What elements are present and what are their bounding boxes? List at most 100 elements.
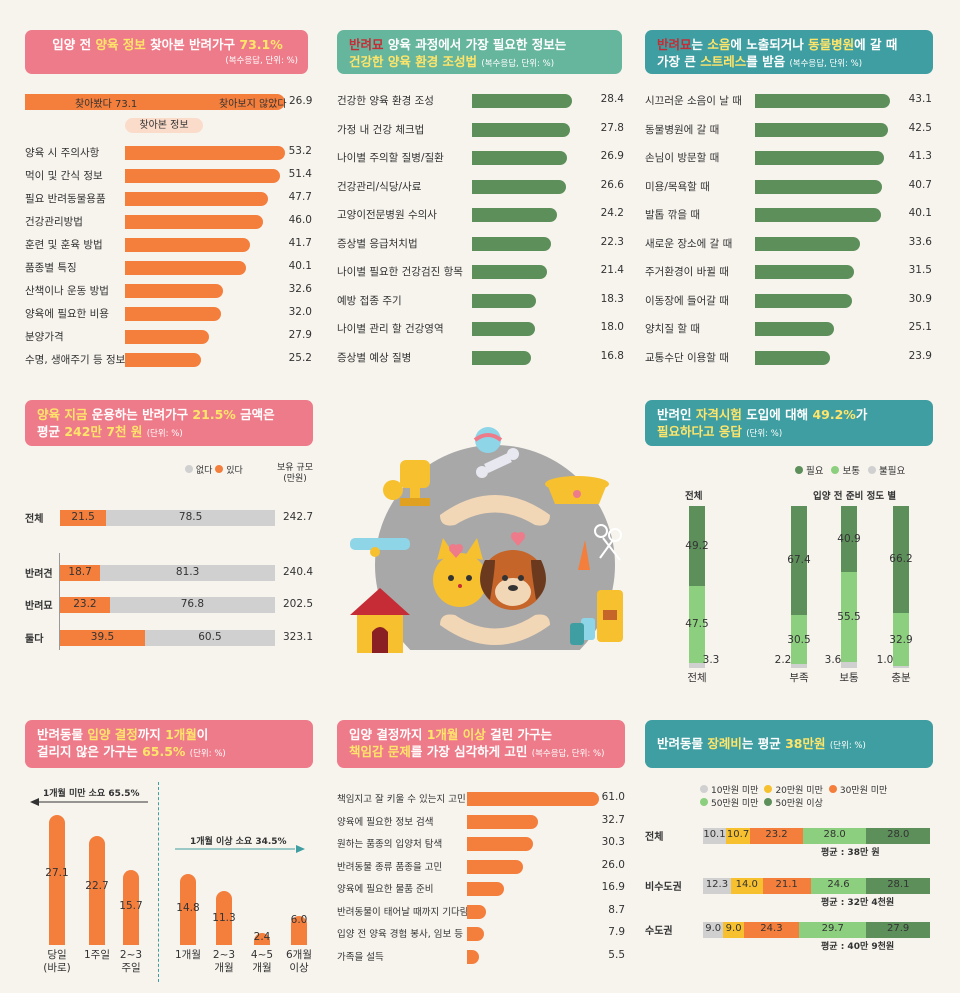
p2-title-c: 건강한 양육 환경 조성법: [349, 54, 478, 69]
segment-value: 28.1: [887, 879, 910, 890]
bar: [472, 122, 570, 137]
p7-title-a: 입양 결정까지: [349, 727, 427, 742]
chart-cat-info: 건강한 양육 환경 조성 28.4 가정 내 건강 체크법 27.8 나이별 주의할 질…: [337, 90, 627, 370]
stack-segment: [893, 613, 909, 667]
stack-segment: 28.0: [866, 828, 930, 844]
category-label: 당일: [47, 949, 67, 961]
p3-title-g: 가장 큰: [657, 54, 701, 69]
bar-no: 76.8: [109, 597, 275, 613]
bar: [123, 869, 139, 945]
legend-label: 불필요: [878, 466, 906, 477]
unneeded-value: 3.6: [824, 654, 842, 666]
p2-title-b: 양육 과정에서 가장 필요한 정보는: [383, 37, 567, 52]
bar-no-value: 81.3: [175, 566, 200, 578]
bar-value: 27.8: [600, 121, 624, 134]
bar-label: 새로운 장소에 갈 때: [645, 237, 733, 250]
p3-title-f: 에 갈 때: [854, 37, 898, 52]
p6-title-g: 65.5%: [142, 744, 186, 759]
bar-value: 18.0: [600, 321, 624, 333]
bar-no: 81.3: [100, 565, 275, 581]
bg-circle-cut: [365, 650, 625, 660]
bar-label: 양육에 필요한 물품 준비: [337, 884, 434, 895]
bar: [755, 236, 861, 251]
bar-value: 31.5: [908, 264, 932, 276]
stack-segment: [791, 505, 807, 616]
bar: [755, 350, 830, 365]
bar-row: 동물병원에 갈 때 42.5: [645, 119, 935, 141]
bar: [254, 933, 270, 945]
segment-value: 24.3: [760, 923, 783, 934]
normal-value: 55.5: [837, 611, 861, 624]
bar-value: 24.2: [600, 207, 624, 219]
category-label-2: (바로): [43, 962, 71, 974]
axis-line: [59, 553, 60, 650]
bar-label: 먹이 및 간식 정보: [25, 170, 103, 182]
bar-row: 양육에 필요한 물품 준비 16.9: [337, 878, 632, 900]
bar-row: 시끄러운 소음이 날 때 43.1: [645, 90, 935, 112]
bar: [467, 792, 599, 806]
heart-icon-2: [511, 532, 525, 546]
bar-yes: 21.5: [60, 510, 107, 526]
stack-segment: [791, 664, 807, 668]
bar-value: 15.7: [119, 899, 143, 912]
collar-icon: [350, 538, 410, 557]
legend-swatch: [700, 785, 708, 793]
bar-label: 필요 반려동물용품: [25, 193, 106, 205]
chart-savings: 전체 21.5 78.5 242.7 반려견 18.7 81.3 240.4 반려묘 23.2 76…: [25, 495, 320, 650]
bar-label: 주거환경이 바뀔 때: [645, 266, 729, 278]
bar-value: 40.1: [908, 207, 932, 219]
category-label-2: 이상: [289, 962, 309, 974]
bar: [125, 146, 285, 160]
bar-value: 32.0: [288, 306, 312, 318]
bar: [125, 215, 264, 229]
p1-title-pct: 73.1%: [239, 37, 283, 52]
stack-segment: [893, 505, 909, 614]
bar: [472, 322, 536, 336]
legend-label: 20만원 미만: [775, 786, 823, 796]
segment-value: 9.0: [705, 923, 722, 934]
bar: [216, 890, 232, 945]
p3-title-c: 소음: [707, 37, 731, 52]
bar: [467, 904, 486, 919]
stack-segment: 24.6: [810, 878, 867, 894]
p6-title-c: 까지: [137, 727, 166, 742]
p4-subtitle: (단위: %): [146, 429, 183, 439]
category-label-2: 개월: [214, 962, 234, 974]
bar-value: 16.9: [601, 881, 625, 893]
p3-title-e: 동물병원: [808, 37, 855, 52]
bar-label: 가정 내 건강 체크법: [337, 123, 425, 136]
bar-yes-value: 23.2: [73, 598, 97, 610]
bar-no-value: 60.5: [198, 631, 222, 643]
average-label: 평균 : 38만 원: [821, 848, 880, 858]
bar-yes-value: 21.5: [71, 511, 95, 523]
bar-value: 25.1: [908, 321, 932, 333]
under-month-label: 1개월 미만 소요 65.5%: [43, 789, 140, 799]
bar-label: 건강관리/식당/사료: [337, 180, 422, 193]
stack-segment: 9.0: [703, 922, 724, 938]
category-label: 부족: [789, 672, 809, 684]
heart-icon: [449, 544, 463, 558]
bar-value: 21.4: [600, 264, 624, 276]
bar-label: 가족을 설득: [337, 951, 384, 963]
legend-label: 50만원 미만: [711, 799, 759, 809]
cat-face-icon: [433, 538, 487, 607]
p4-title-e: 평균: [37, 424, 65, 439]
bar-label: 시끄러운 소음이 날 때: [645, 95, 742, 107]
pet-food-bag-icon: [597, 590, 623, 642]
bar-label: 손님이 방문할 때: [645, 152, 720, 164]
bar-label: 동물병원에 갈 때: [645, 123, 720, 136]
bar: [180, 874, 196, 945]
bar-row: 책임지고 잘 키울 수 있는지 고민 61.0: [337, 788, 632, 810]
bar-row: 품종별 특징 40.1: [25, 257, 315, 279]
stack-segment: 23.2: [750, 828, 803, 844]
bar-no: 78.5: [106, 510, 275, 526]
bar-value: 6.0: [290, 914, 308, 927]
bar: [755, 293, 852, 308]
segment-value: 28.0: [887, 829, 910, 840]
segment-value: 14.0: [735, 879, 758, 890]
notfound-value: 26.9: [289, 95, 313, 107]
dog-face-icon: [480, 550, 546, 610]
bar-label: 반려동물이 태어날 때까지 기다림: [337, 906, 469, 918]
bar: [467, 859, 524, 874]
bar-label: 미용/목욕할 때: [645, 180, 710, 193]
